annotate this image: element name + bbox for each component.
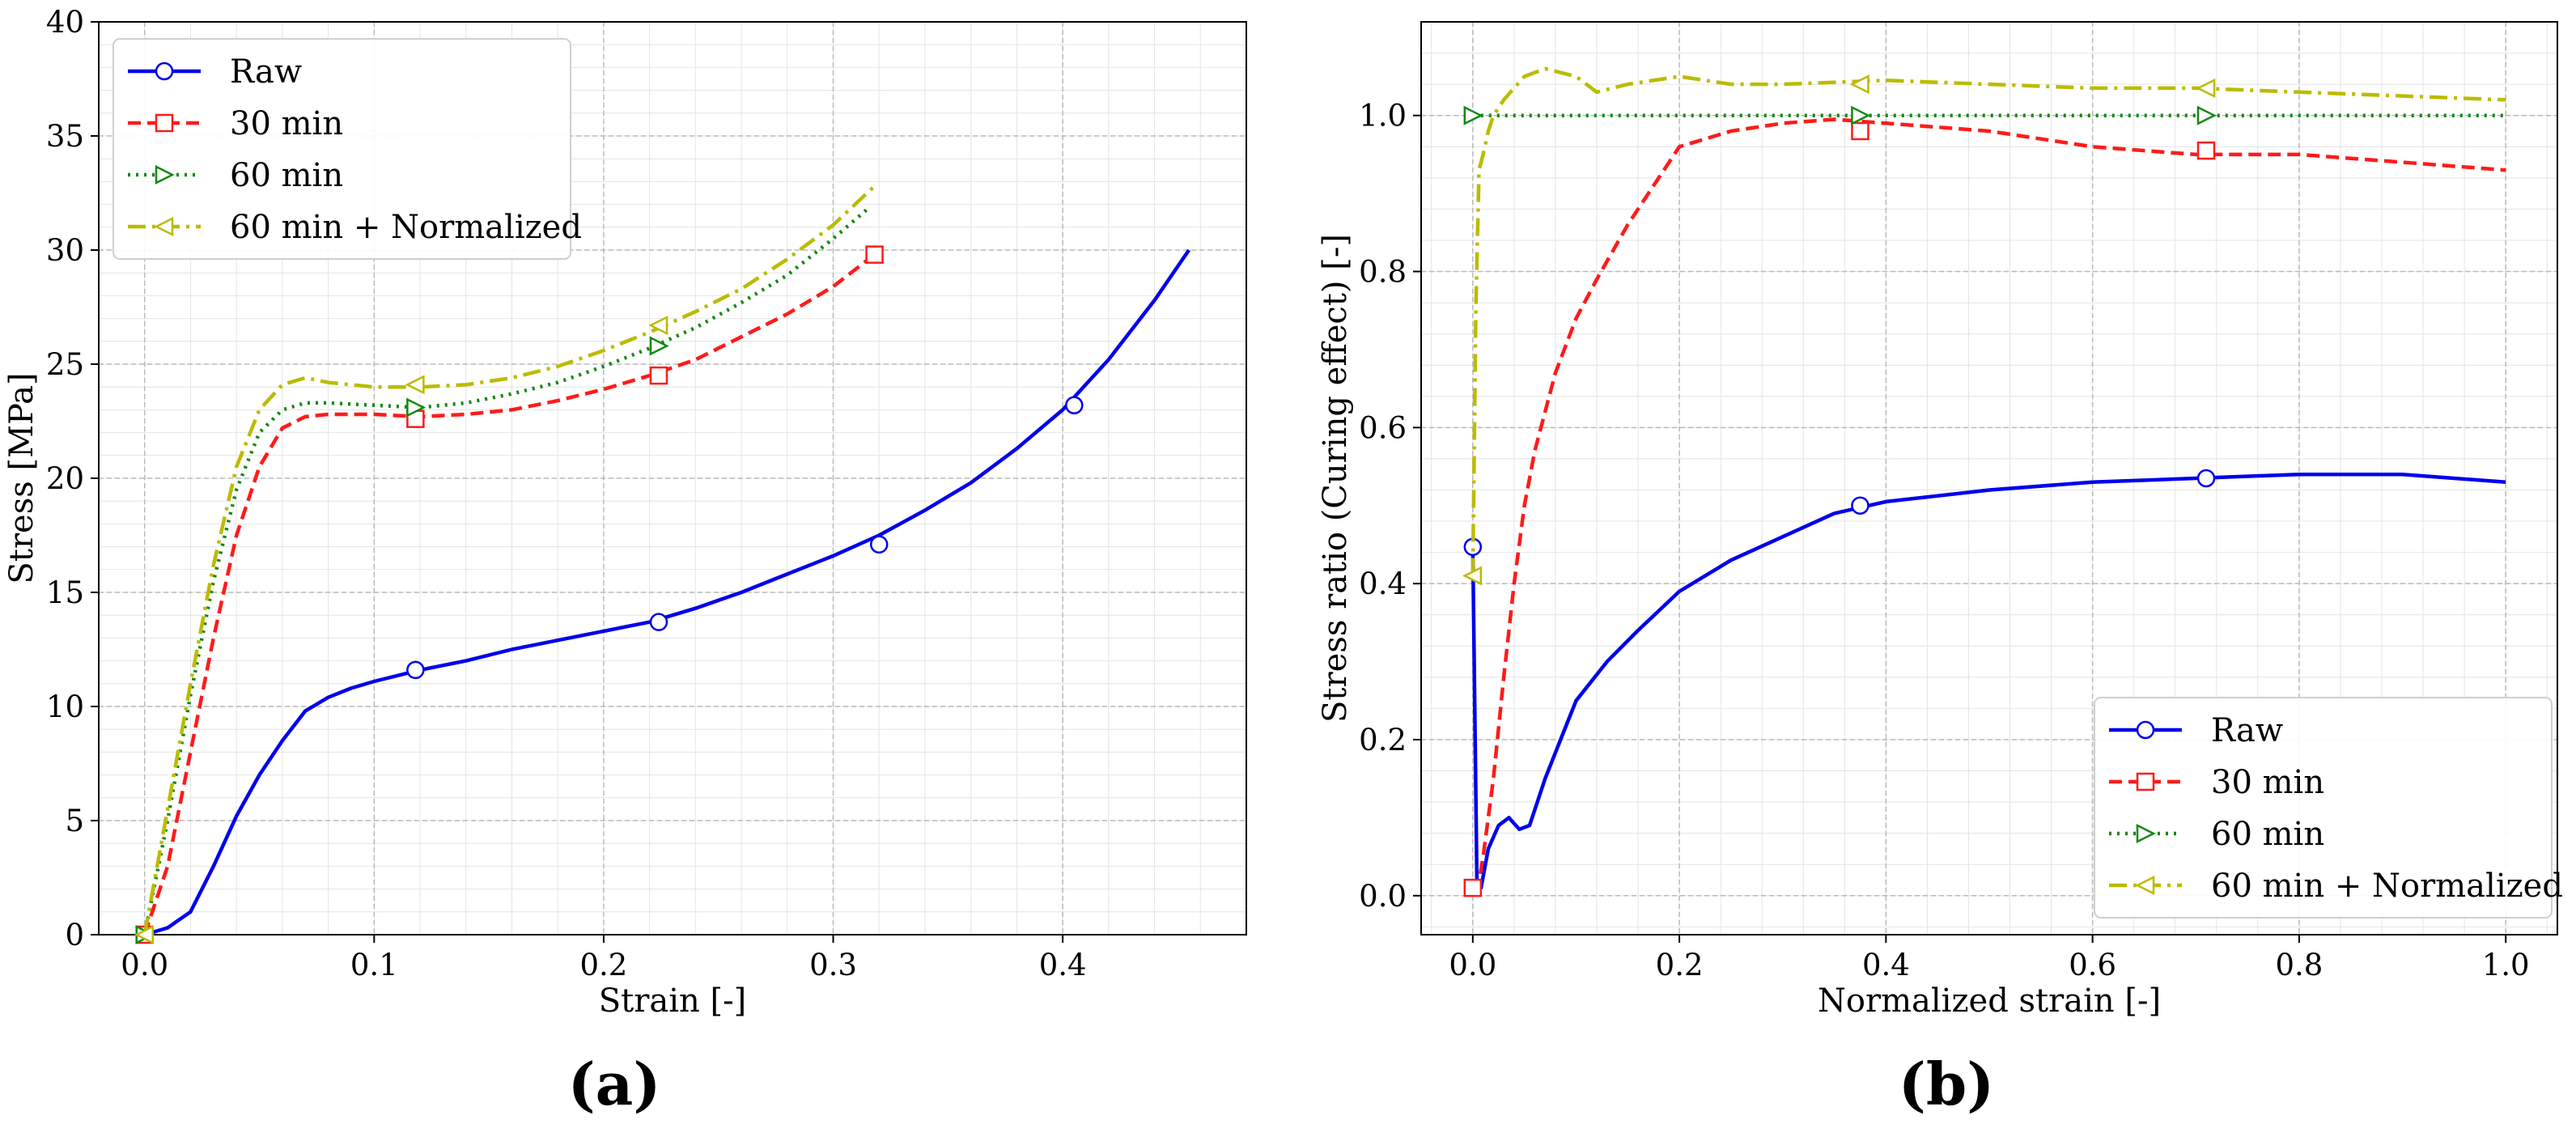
series-marker-60-min [649,336,669,356]
series-30-min [135,245,884,944]
panel-a-legend: Raw 30 min 60 min 60 min + Normalized [112,38,582,260]
x-tick-label: 0.2 [1656,948,1704,982]
y-tick-label: 40 [46,5,84,40]
legend-box [112,38,571,260]
series-line-60-min [142,207,869,935]
y-tick-label: 5 [65,804,84,838]
series-marker-60-min-normalized [648,316,668,336]
y-tick-label: 25 [46,347,84,382]
series-marker-30-min [1463,878,1483,897]
series-raw [1463,469,2506,890]
x-tick-label: 0.4 [1039,948,1087,982]
series-marker-raw [1065,396,1084,415]
series-marker-30-min [2196,141,2216,160]
legend-label-60-min-normalized: 60 min + Normalized [230,209,582,246]
series-60-min [135,207,869,945]
series-marker-raw [406,660,425,680]
x-tick-label: 1.0 [2482,948,2530,982]
series-marker-60-min-normalized [1849,74,1869,95]
series-marker-raw [1851,496,1869,515]
series-marker-60-min [1463,105,1483,125]
legend-marker-60-min [155,164,175,185]
legend-marker-30-min [155,113,174,133]
series-marker-30-min [865,245,884,264]
panel-a-chart: 0.0 0.1 0.2 0.3 0.4 0 5 10 15 20 25 30 35 40 Strain [… [3,5,1247,1118]
series-60-min-normalized [1462,66,2506,586]
legend-marker-60-min [2136,823,2156,844]
series-60-min-normalized [134,185,876,945]
y-tick-label: 10 [46,689,84,724]
legend-marker-raw [155,62,174,81]
x-tick-label: 0.6 [2069,948,2116,982]
legend-marker-30-min [2136,772,2155,791]
series-marker-raw [869,535,889,554]
legend-marker-raw [2136,720,2155,740]
x-tick-label: 0.0 [121,948,168,982]
series-marker-raw [2196,469,2216,488]
series-marker-60-min-normalized [1462,566,1483,586]
panel-b-series [1462,66,2506,897]
series-line-30-min [1472,117,2506,890]
series-marker-60-min [1851,105,1871,125]
panel-a-series [134,185,1190,945]
legend-label-30-min: 30 min [2211,764,2324,801]
series-marker-60-min [406,397,427,418]
panel-a-label: (a) [568,1050,661,1118]
x-tick-label: 0.1 [350,948,398,982]
panel-a-xlabel: Strain [-] [599,982,746,1020]
series-line-raw [144,248,1190,937]
series-raw [144,248,1190,937]
y-tick-label: 0.0 [1359,879,1407,914]
x-tick-label: 0.4 [1862,948,1910,982]
y-tick-label: 0.8 [1359,255,1407,290]
panel-b-legend: Raw 30 min 60 min 60 min + Normalized [2094,697,2563,919]
legend-label-30-min: 30 min [230,105,343,142]
series-marker-60-min [2196,105,2217,125]
y-tick-label: 0.2 [1359,723,1407,757]
series-60-min [1463,105,2506,125]
series-marker-raw [649,613,668,631]
series-30-min [1463,117,2506,897]
y-tick-label: 35 [46,119,84,154]
legend-marker-60-min-normalized [2135,875,2155,896]
legend-box [2094,697,2553,919]
x-tick-label: 0.2 [579,948,627,982]
series-line-30-min [142,252,876,935]
legend-label-60-min: 60 min [2211,816,2324,853]
panel-b-xlabel: Normalized strain [-] [1818,982,2161,1020]
panel-b-ylabel: Stress ratio (Curing effect) [-] [1317,234,1354,723]
legend-marker-60-min-normalized [154,216,174,237]
panel-b-ticks: 0.0 0.2 0.4 0.6 0.8 1.0 0.0 0.2 0.4 0.6 0.8 1.0 [1359,99,2529,982]
series-marker-60-min-normalized [134,924,154,945]
series-marker-60-min-normalized [2196,78,2216,98]
y-tick-label: 15 [46,575,84,610]
series-line-raw [1470,472,2506,890]
panel-a-ticks: 0.0 0.1 0.2 0.3 0.4 0 5 10 15 20 25 30 35 40 [46,5,1087,982]
y-tick-label: 0.4 [1359,566,1407,601]
series-line-60-min-normalized [142,185,876,935]
y-tick-label: 0 [65,918,84,952]
x-tick-label: 0.8 [2275,948,2323,982]
panel-b-axes-frame [1420,21,2558,935]
y-tick-label: 20 [46,461,84,496]
legend-label-raw: Raw [2211,712,2283,749]
legend-label-60-min: 60 min [230,157,343,194]
series-marker-30-min [1851,121,1869,141]
series-line-60-min-normalized [1470,66,2506,576]
series-marker-60-min-normalized [405,375,425,395]
x-tick-label: 0.3 [809,948,857,982]
x-tick-label: 0.0 [1449,948,1496,982]
y-tick-label: 30 [46,233,84,268]
panel-b-label: (b) [1899,1050,1994,1118]
series-marker-30-min [649,366,668,385]
legend-label-60-min-normalized: 60 min + Normalized [2211,868,2563,905]
legend-label-raw: Raw [230,53,302,91]
panel-b-chart: 0.0 0.2 0.4 0.6 0.8 1.0 0.0 0.2 0.4 0.6 0.8 1.0 Nor… [1317,21,2563,1118]
panel-a-ylabel: Stress [MPa] [3,372,40,583]
y-tick-label: 1.0 [1359,99,1407,134]
y-tick-label: 0.6 [1359,410,1407,445]
